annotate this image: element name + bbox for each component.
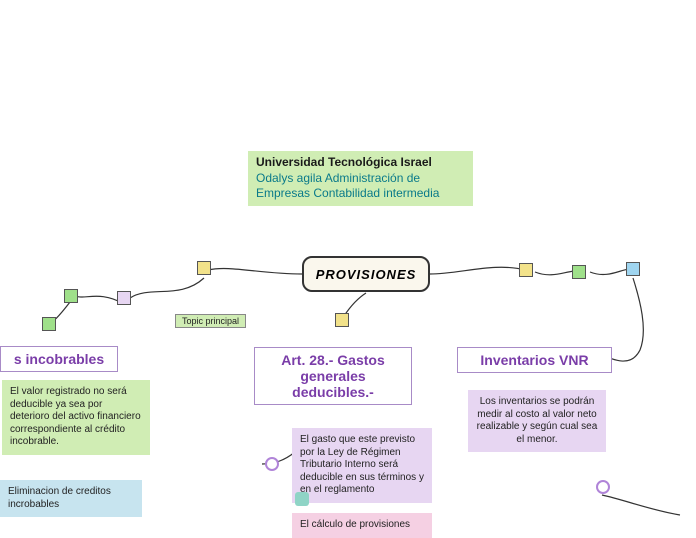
note-center-pink: El cálculo de provisiones bbox=[292, 513, 432, 538]
branch-left-title: s incobrables bbox=[14, 351, 104, 367]
header-subtitle: Odalys agila Administración de Empresas … bbox=[256, 171, 465, 202]
topic-principal-tag: Topic principal bbox=[175, 314, 246, 328]
branch-left[interactable]: s incobrables bbox=[0, 346, 118, 372]
node-square[interactable] bbox=[519, 263, 533, 277]
connector-dot bbox=[596, 480, 610, 494]
header-title: Universidad Tecnológica Israel bbox=[256, 155, 465, 171]
connector-dot bbox=[265, 457, 279, 471]
note-left-green: El valor registrado no será deducible ya… bbox=[2, 380, 150, 455]
node-square[interactable] bbox=[197, 261, 211, 275]
node-square[interactable] bbox=[626, 262, 640, 276]
node-square[interactable] bbox=[64, 289, 78, 303]
note-left-blue: Eliminacion de creditos incrobables bbox=[0, 480, 142, 517]
branch-center[interactable]: Art. 28.- Gastos generales deducibles.- bbox=[254, 347, 412, 405]
central-node[interactable]: PROVISIONES bbox=[302, 256, 430, 292]
branch-center-title: Art. 28.- Gastos generales deducibles.- bbox=[281, 352, 384, 400]
node-square[interactable] bbox=[335, 313, 349, 327]
branch-right-title: Inventarios VNR bbox=[480, 352, 588, 368]
central-label: PROVISIONES bbox=[316, 267, 417, 282]
note-center-lavender: El gasto que este previsto por la Ley de… bbox=[292, 428, 432, 503]
node-square[interactable] bbox=[117, 291, 131, 305]
branch-right[interactable]: Inventarios VNR bbox=[457, 347, 612, 373]
node-square[interactable] bbox=[572, 265, 586, 279]
small-marker-icon bbox=[295, 492, 309, 506]
header-box: Universidad Tecnológica Israel Odalys ag… bbox=[248, 151, 473, 206]
node-square[interactable] bbox=[42, 317, 56, 331]
note-right-lavender: Los inventarios se podrán medir al costo… bbox=[468, 390, 606, 452]
